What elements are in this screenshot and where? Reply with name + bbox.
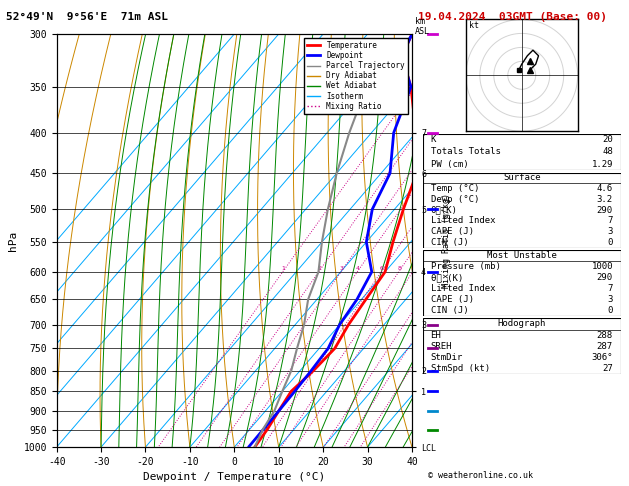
Text: 19.04.2024  03GMT (Base: 00): 19.04.2024 03GMT (Base: 00) [418,12,607,22]
Text: 290: 290 [597,273,613,282]
Text: K: K [431,135,436,144]
Text: CIN (J): CIN (J) [431,238,468,247]
Text: 3: 3 [608,227,613,236]
Text: SREH: SREH [431,342,452,351]
Text: ASL: ASL [415,27,430,36]
Text: 7: 7 [608,284,613,293]
Text: 8: 8 [397,266,401,271]
Text: 4: 4 [355,266,360,271]
Text: 3: 3 [608,295,613,304]
Y-axis label: hPa: hPa [8,230,18,251]
Text: 27: 27 [602,364,613,373]
Text: 7: 7 [608,216,613,226]
Text: StmDir: StmDir [431,353,463,362]
Legend: Temperature, Dewpoint, Parcel Trajectory, Dry Adiabat, Wet Adiabat, Isotherm, Mi: Temperature, Dewpoint, Parcel Trajectory… [304,38,408,114]
Text: © weatheronline.co.uk: © weatheronline.co.uk [428,471,533,480]
Text: 52°49'N  9°56'E  71m ASL: 52°49'N 9°56'E 71m ASL [6,12,169,22]
Text: 0: 0 [608,306,613,315]
Text: km: km [415,17,425,26]
Text: 290: 290 [597,206,613,215]
Text: 4.6: 4.6 [597,184,613,193]
Text: kt: kt [469,21,479,30]
Text: Lifted Index: Lifted Index [431,284,495,293]
Text: 0: 0 [608,238,613,247]
Text: θᴄ (K): θᴄ (K) [431,273,463,282]
Text: Dewp (°C): Dewp (°C) [431,195,479,204]
Text: 3: 3 [339,266,343,271]
Text: 3.2: 3.2 [597,195,613,204]
Text: CAPE (J): CAPE (J) [431,295,474,304]
Text: StmSpd (kt): StmSpd (kt) [431,364,490,373]
Text: 6: 6 [380,266,384,271]
Text: 2: 2 [317,266,321,271]
Text: EH: EH [431,330,442,340]
Text: Totals Totals: Totals Totals [431,147,501,156]
Text: 288: 288 [597,330,613,340]
Text: Pressure (mb): Pressure (mb) [431,262,501,271]
Text: 306°: 306° [591,353,613,362]
Text: PW (cm): PW (cm) [431,159,468,169]
Text: 20: 20 [602,135,613,144]
Text: 1000: 1000 [591,262,613,271]
Y-axis label: Mixing Ratio (g/kg): Mixing Ratio (g/kg) [442,193,450,288]
Text: 48: 48 [602,147,613,156]
Text: Temp (°C): Temp (°C) [431,184,479,193]
Text: θᴄ(K): θᴄ(K) [431,206,457,215]
Text: CIN (J): CIN (J) [431,306,468,315]
Text: Hodograph: Hodograph [498,319,546,329]
Text: Surface: Surface [503,174,540,182]
Text: Lifted Index: Lifted Index [431,216,495,226]
X-axis label: Dewpoint / Temperature (°C): Dewpoint / Temperature (°C) [143,472,325,483]
Text: Most Unstable: Most Unstable [487,251,557,260]
Text: CAPE (J): CAPE (J) [431,227,474,236]
Text: 1.29: 1.29 [591,159,613,169]
Text: 287: 287 [597,342,613,351]
Text: 1: 1 [281,266,285,271]
